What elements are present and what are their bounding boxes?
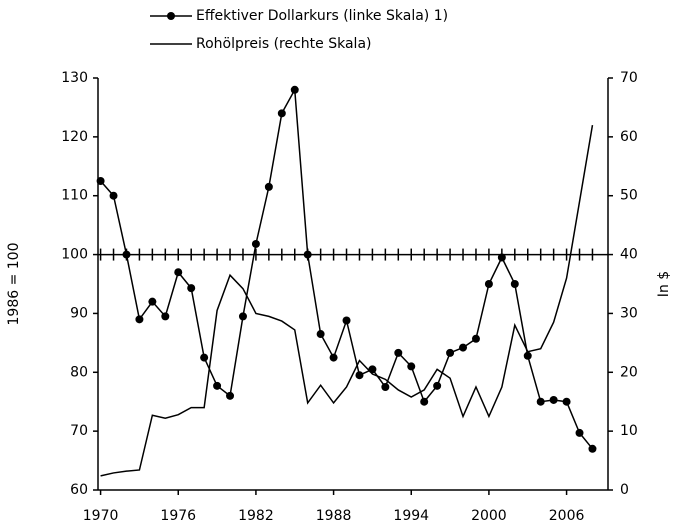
series-line (100, 124, 594, 477)
series-marker (303, 250, 312, 259)
series-marker (226, 391, 235, 400)
series-marker (96, 177, 105, 185)
series-marker (459, 343, 468, 352)
legend-label: Rohölpreis (rechte Skala) (196, 36, 371, 52)
y2-tick-label: 10 (620, 423, 638, 439)
y-tick-label: 90 (70, 305, 88, 321)
y2-tick-label: 60 (620, 129, 638, 145)
series-line (100, 87, 594, 450)
series-marker (342, 316, 351, 325)
series-marker (161, 312, 170, 321)
x-tick-label: 1994 (393, 508, 429, 524)
y2-tick-label: 70 (620, 70, 638, 86)
series-marker (381, 383, 390, 391)
series-marker (277, 109, 286, 118)
series-marker (433, 381, 442, 390)
x-tick-label: 1988 (316, 508, 352, 524)
series-marker (213, 381, 222, 390)
series-marker (264, 182, 273, 191)
x-tick-label: 1970 (83, 508, 119, 524)
series-marker (588, 444, 597, 453)
y-tick-label: 110 (61, 188, 88, 204)
y2-tick-label: 0 (620, 482, 629, 498)
y-tick-label: 60 (70, 482, 88, 498)
series-marker (251, 239, 260, 248)
series-marker (446, 348, 455, 357)
series-marker (187, 284, 196, 293)
x-tick-label: 2000 (471, 508, 507, 524)
series-marker (536, 397, 545, 406)
series-marker (200, 353, 209, 362)
x-tick-label: 1982 (238, 508, 274, 524)
y-tick-label: 80 (70, 364, 88, 380)
series-marker (562, 397, 571, 406)
y2-tick-label: 50 (620, 188, 638, 204)
y-axis-label: 1986 = 100 (6, 243, 22, 326)
y2-tick-label: 30 (620, 305, 638, 321)
series-marker (471, 334, 480, 343)
x-tick-label: 1976 (160, 508, 196, 524)
series-marker (394, 348, 403, 357)
series-marker (316, 330, 325, 339)
series-marker (148, 297, 157, 306)
y-tick-label: 70 (70, 423, 88, 439)
legend-label: Effektiver Dollarkurs (linke Skala) 1) (196, 8, 448, 24)
series-marker (510, 280, 519, 288)
series-marker (523, 351, 532, 360)
y-tick-label: 130 (61, 70, 88, 86)
series-marker (497, 253, 506, 262)
series-marker (420, 397, 429, 406)
series-marker (484, 280, 493, 288)
series-marker (174, 268, 183, 277)
series-marker (407, 362, 416, 371)
y2-tick-label: 20 (620, 364, 638, 380)
legend-marker (167, 12, 175, 20)
y2-tick-label: 40 (620, 247, 638, 263)
y2-axis-label: In $ (656, 271, 672, 297)
y-tick-label: 120 (61, 129, 88, 145)
series-marker (549, 395, 558, 404)
series-marker (109, 191, 118, 200)
x-tick-label: 2006 (549, 508, 585, 524)
series-marker (575, 428, 584, 437)
series-marker (135, 315, 144, 324)
series-marker (329, 353, 338, 362)
series-marker (238, 312, 247, 321)
series-marker (122, 250, 131, 259)
series-marker (290, 85, 299, 94)
y-tick-label: 100 (61, 247, 88, 263)
series-marker (355, 371, 364, 380)
